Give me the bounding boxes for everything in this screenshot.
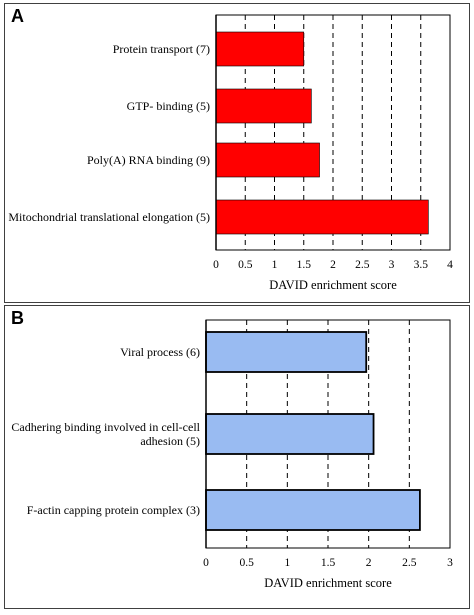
chart-b: Viral process (6) Cadhering binding invol… <box>11 319 453 590</box>
bar-2 <box>205 413 375 455</box>
x-axis-title: DAVID enrichment score <box>264 576 392 590</box>
bar-4 <box>215 199 429 235</box>
x-tick-label-5: 2.5 <box>402 557 417 569</box>
panel-b-letter: B <box>11 308 24 328</box>
category-label-1: Viral process (6) <box>120 345 200 359</box>
x-tick-label-7: 3.5 <box>414 259 429 271</box>
panel-a: A Protein transport (7) GTP- binding (5) P… <box>4 3 470 303</box>
x-tick-label-8: 4 <box>447 259 453 271</box>
x-tick-label-6: 3 <box>447 557 453 569</box>
category-label-4: Mitochondrial translational elongation (… <box>8 210 210 224</box>
category-label-2: GTP- binding (5) <box>127 99 210 113</box>
bar-2 <box>215 88 312 124</box>
category-label-3: F-actin capping protein complex (3) <box>27 503 200 517</box>
category-label-3: Poly(A) RNA binding (9) <box>87 153 210 167</box>
category-label-2: Cadhering binding involved in cell-cell a… <box>11 420 200 448</box>
x-tick-label-1: 0.5 <box>239 557 254 569</box>
x-tick-label-6: 3 <box>389 259 395 271</box>
x-tick-label-1: 0.5 <box>238 259 253 271</box>
x-axis-title: DAVID enrichment score <box>269 278 397 292</box>
chart-a: Protein transport (7) GTP- binding (5) Pol… <box>8 14 453 292</box>
panel-a-letter: A <box>11 6 24 26</box>
x-tick-label-2: 1 <box>272 259 278 271</box>
x-tick-label-4: 2 <box>366 557 372 569</box>
category-label-1: Protein transport (7) <box>113 42 210 56</box>
x-tick-label-5: 2.5 <box>355 259 370 271</box>
x-tick-label-0: 0 <box>213 259 219 271</box>
bar-3 <box>215 142 320 178</box>
x-tick-label-4: 2 <box>330 259 336 271</box>
x-tick-label-0: 0 <box>203 557 209 569</box>
x-tick-label-2: 1 <box>284 557 290 569</box>
bar-3 <box>205 489 421 531</box>
bar-1 <box>205 331 368 373</box>
x-tick-label-3: 1.5 <box>321 557 336 569</box>
x-tick-label-3: 1.5 <box>297 259 312 271</box>
bar-1 <box>215 31 305 67</box>
panel-b: B Viral process (6) Cadhering binding inv… <box>4 305 470 609</box>
